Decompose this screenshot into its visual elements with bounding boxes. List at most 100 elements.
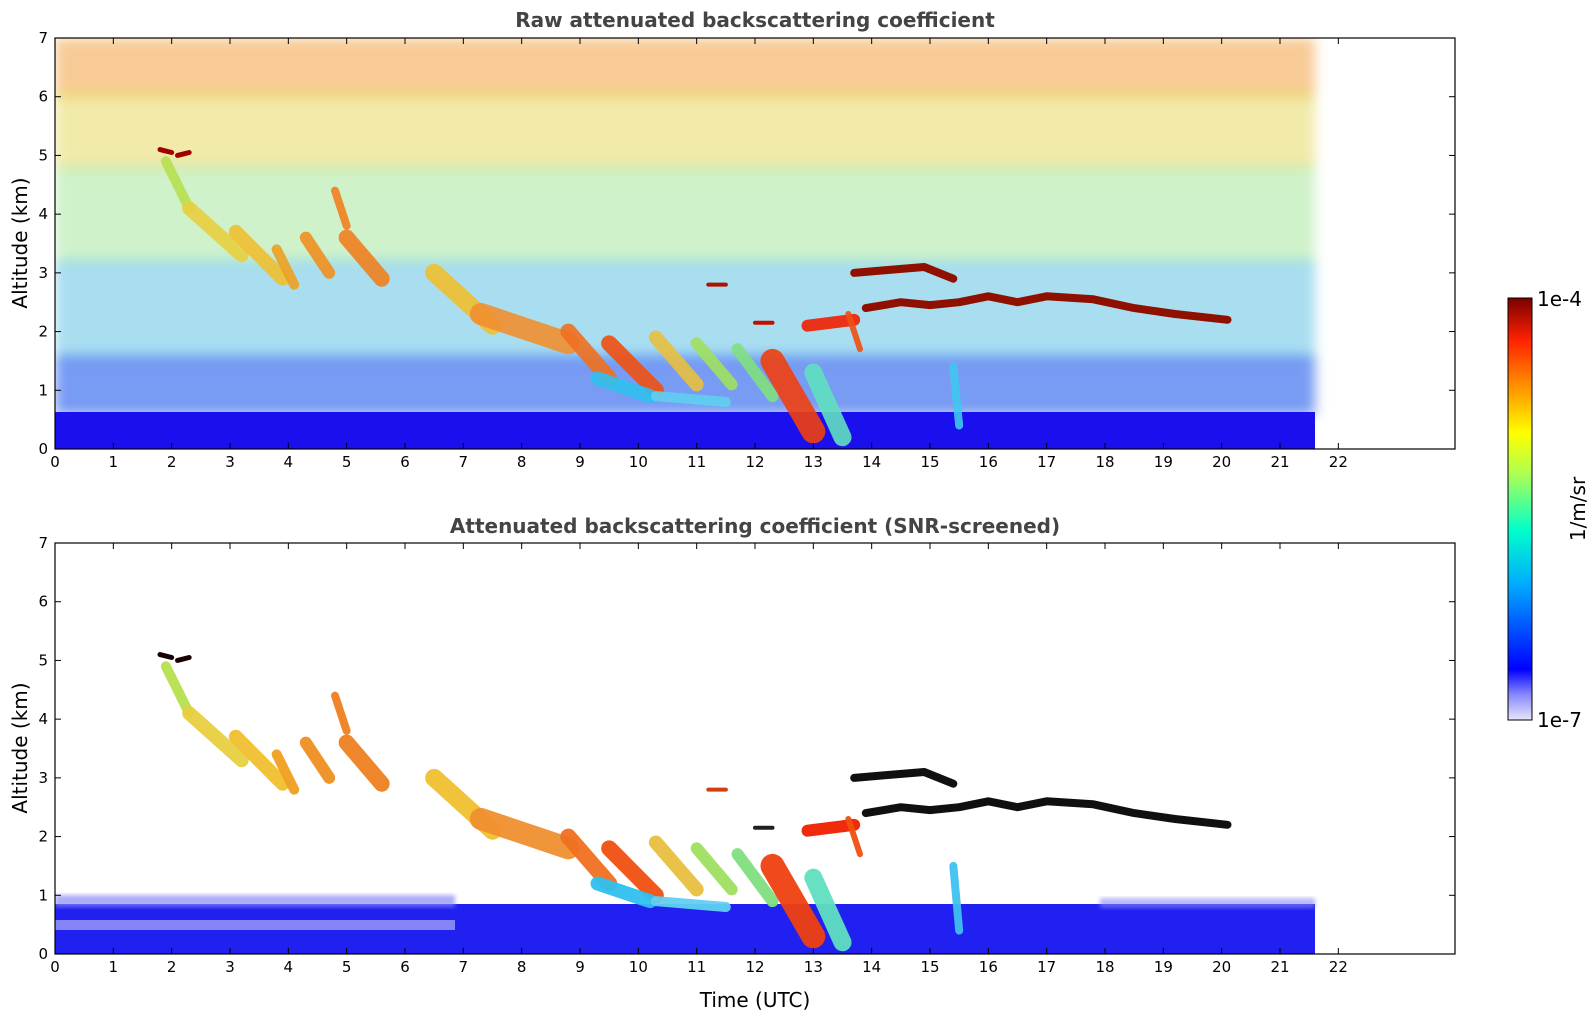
screened-ytick-label: 4 xyxy=(38,710,48,728)
raw-ytick-label: 6 xyxy=(38,88,48,106)
raw-xtick-label: 0 xyxy=(50,453,60,471)
raw-axes: 0 1 2 3 4 5 6 7 8 9 10 11 12 13 14 15 16 17 18 19 20 21 220123… xyxy=(38,29,1455,471)
raw-noise-field xyxy=(55,38,1315,415)
raw-xtick-label: 17 xyxy=(1037,453,1056,471)
raw-xtick-label: 12 xyxy=(745,453,764,471)
colorbar-min-label: 1e-7 xyxy=(1537,708,1582,732)
screened-streak xyxy=(801,818,861,837)
screened-streak xyxy=(160,661,195,719)
raw-ytick-label: 3 xyxy=(38,264,48,282)
raw-streak xyxy=(299,231,336,279)
raw-streak xyxy=(731,343,779,403)
raw-streak xyxy=(760,348,826,444)
colorbar: 1e-4 1e-7 1/m/sr xyxy=(1507,287,1590,732)
screened-ytick-label: 1 xyxy=(38,886,48,904)
screened-low-feature xyxy=(949,861,964,935)
screened-aerosol-upper-line xyxy=(850,768,958,788)
screened-streak xyxy=(271,749,300,795)
screened-xtick-label: 14 xyxy=(862,958,881,976)
raw-streak xyxy=(601,335,664,399)
raw-heatmap xyxy=(55,38,1315,449)
screened-xtick-label: 1 xyxy=(109,958,119,976)
screened-xtick-label: 20 xyxy=(1212,958,1231,976)
screened-xtick-label: 22 xyxy=(1329,958,1348,976)
raw-streak xyxy=(331,186,351,230)
raw-streak xyxy=(801,313,861,332)
screened-xtick-label: 18 xyxy=(1095,958,1114,976)
raw-streak xyxy=(560,323,618,387)
screened-streak xyxy=(469,807,580,860)
screened-streak xyxy=(648,835,704,897)
raw-streak xyxy=(469,302,580,355)
raw-streak xyxy=(160,156,195,214)
raw-ytick-label: 1 xyxy=(38,381,48,399)
screened-elevated-layer xyxy=(850,768,1232,829)
raw-streak xyxy=(338,229,390,287)
screened-axes: 0 1 2 3 4 5 6 7 8 9 10 11 12 13 14 15 16 17 18 19 20 21 220123… xyxy=(38,534,1455,976)
screened-ytick-label: 6 xyxy=(38,593,48,611)
colorbar-unit-label: 1/m/sr xyxy=(1566,476,1590,541)
screened-xtick-label: 16 xyxy=(979,958,998,976)
screened-xtick-label: 3 xyxy=(225,958,235,976)
raw-backscatter-panel: Raw attenuated backscattering coefficien… xyxy=(8,8,1456,471)
screened-panel-title: Attenuated backscattering coefficient (S… xyxy=(450,514,1060,538)
screened-xtick-label: 11 xyxy=(687,958,706,976)
colorbar-gradient xyxy=(1507,297,1533,721)
raw-surface-layer xyxy=(55,412,1315,449)
screened-xtick-label: 2 xyxy=(167,958,177,976)
raw-xtick-label: 10 xyxy=(629,453,648,471)
screened-xtick-label: 10 xyxy=(629,958,648,976)
screened-streak xyxy=(650,896,731,913)
raw-cloud-streaks xyxy=(157,147,964,447)
raw-xtick-label: 15 xyxy=(920,453,939,471)
raw-xtick-label: 20 xyxy=(1212,453,1231,471)
raw-xtick-label: 9 xyxy=(575,453,585,471)
screened-xtick-label: 13 xyxy=(804,958,823,976)
raw-xtick-label: 21 xyxy=(1270,453,1289,471)
screened-xtick-label: 15 xyxy=(920,958,939,976)
raw-streak xyxy=(590,371,657,404)
screened-xtick-label: 21 xyxy=(1270,958,1289,976)
raw-aerosol-upper-line xyxy=(850,263,958,283)
screened-xtick-label: 19 xyxy=(1154,958,1173,976)
screened-xtick-label: 7 xyxy=(459,958,469,976)
raw-xtick-label: 5 xyxy=(342,453,352,471)
raw-xtick-label: 6 xyxy=(400,453,410,471)
screened-cloud-top xyxy=(175,654,192,663)
raw-ytick-label: 0 xyxy=(38,440,48,458)
screened-backscatter-panel: Attenuated backscattering coefficient (S… xyxy=(8,514,1456,1012)
screened-xtick-label: 8 xyxy=(517,958,527,976)
screened-aerosol-layer-line xyxy=(861,797,1232,829)
screened-cloud-top xyxy=(157,652,175,660)
raw-ylabel: Altitude (km) xyxy=(8,177,32,308)
raw-elevated-layer xyxy=(850,263,1232,324)
screened-streak xyxy=(760,853,826,949)
raw-streak xyxy=(228,224,290,286)
screened-xtick-label: 12 xyxy=(745,958,764,976)
screened-streak xyxy=(601,840,664,904)
screened-xtick-label: 6 xyxy=(400,958,410,976)
raw-ytick-label: 7 xyxy=(38,29,48,47)
screened-xlabel: Time (UTC) xyxy=(699,988,811,1012)
raw-streak xyxy=(690,337,738,391)
raw-streak xyxy=(845,310,863,353)
raw-ytick-label: 4 xyxy=(38,205,48,223)
raw-ytick-label: 5 xyxy=(38,146,48,164)
screened-xtick-label: 0 xyxy=(50,958,60,976)
raw-xtick-label: 14 xyxy=(862,453,881,471)
raw-streak xyxy=(804,363,852,447)
screened-ylabel: Altitude (km) xyxy=(8,682,32,813)
screened-ytick-label: 3 xyxy=(38,769,48,787)
raw-xtick-label: 18 xyxy=(1095,453,1114,471)
raw-xtick-label: 19 xyxy=(1154,453,1173,471)
raw-xtick-label: 13 xyxy=(804,453,823,471)
raw-cloud-top xyxy=(157,147,175,155)
raw-streak xyxy=(650,391,731,408)
screened-xtick-label: 5 xyxy=(342,958,352,976)
raw-xtick-label: 11 xyxy=(687,453,706,471)
screened-surface-layer xyxy=(55,895,1315,954)
screened-xtick-label: 4 xyxy=(284,958,294,976)
screened-streak xyxy=(299,736,336,784)
raw-streak xyxy=(648,330,704,392)
